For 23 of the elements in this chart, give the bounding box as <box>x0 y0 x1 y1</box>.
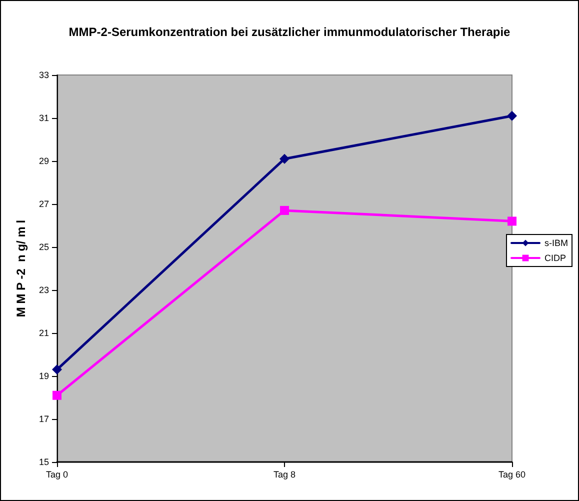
y-tick-label: 15 <box>38 457 49 467</box>
y-tick-label: 19 <box>38 371 49 381</box>
x-tick-label: Tag 0 <box>46 470 68 480</box>
x-tick-label: Tag 8 <box>273 470 296 480</box>
chart-title: MMP-2-Serumkonzentration bei zusätzlicher immunmodulatorischer Therapie <box>68 25 511 39</box>
point <box>507 110 517 121</box>
legend-label: s-IBM <box>544 238 568 248</box>
point <box>52 390 62 400</box>
point <box>280 206 289 215</box>
y-tick-label: 31 <box>38 113 49 123</box>
y-tick-label: 27 <box>38 199 49 209</box>
y-tick-label: 21 <box>38 328 49 338</box>
point <box>280 154 290 164</box>
point <box>508 216 516 226</box>
y-tick-label: 17 <box>38 414 49 424</box>
y-axis-title: M M P -2 n g/ m l <box>14 220 28 318</box>
y-tick-label: 25 <box>38 242 49 252</box>
legend-label: CIDP <box>544 253 566 263</box>
point <box>52 364 62 375</box>
y-tick-label: 33 <box>38 70 49 80</box>
x-tick-label: Tag 60 <box>498 470 526 480</box>
y-tick-label: 29 <box>38 156 49 166</box>
y-tick-label: 23 <box>38 285 49 295</box>
